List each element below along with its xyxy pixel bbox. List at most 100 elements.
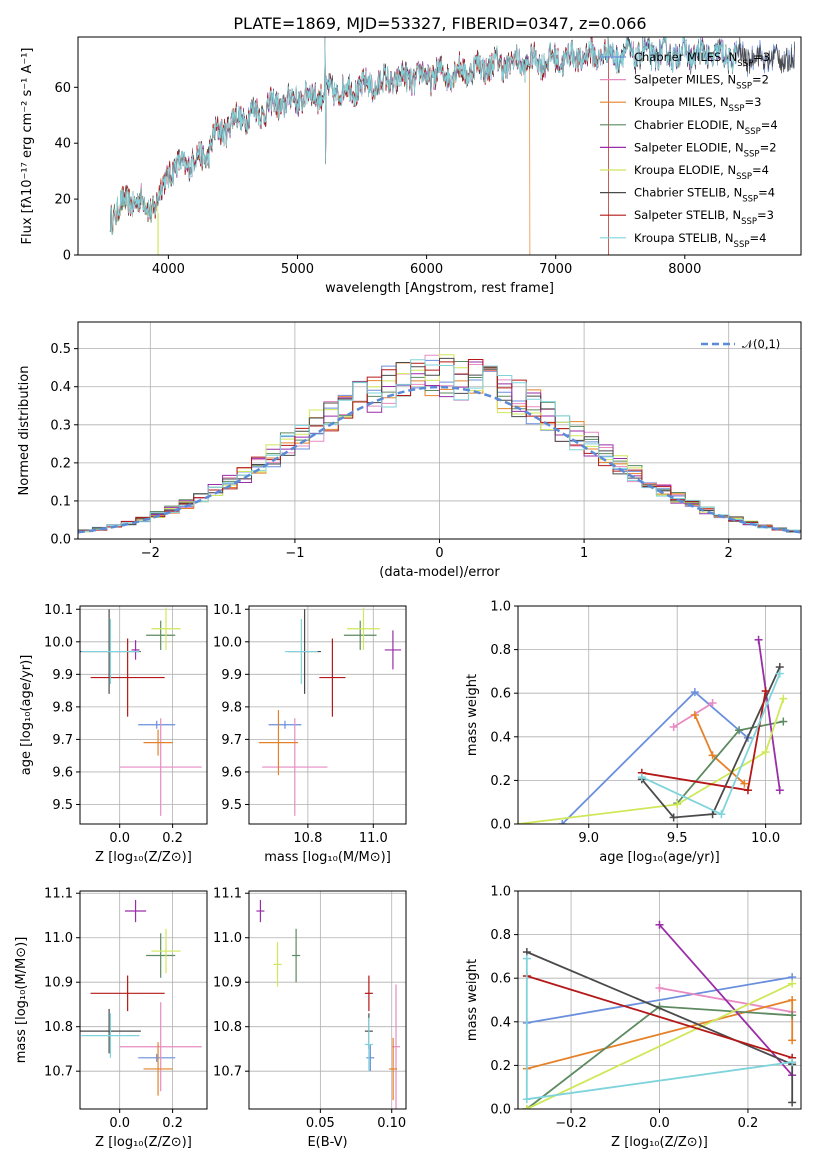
histogram-series bbox=[78, 359, 801, 535]
x-axis-label: Z [log₁₀(Z/Z⊙)] bbox=[95, 1135, 192, 1150]
weight_vs_Z-panel: −0.2 0.0 0.2 0.0 0.2 0.4 0.6 0.8 1.0 Z [log₁₀(Z/Z… bbox=[465, 885, 802, 1150]
spectrum-line bbox=[109, 37, 609, 255]
legend-subscript: SSP bbox=[736, 172, 752, 182]
x-tick-label: 0.0 bbox=[109, 831, 130, 846]
legend-label: Salpeter MILES, NSSP=2 bbox=[634, 73, 769, 92]
y-axis-label: mass [log₁₀(M/M⊙)] bbox=[14, 937, 29, 1064]
weight-lines bbox=[522, 920, 797, 1109]
y-tick-label: 0.1 bbox=[50, 494, 71, 509]
x-axis-label: age [log₁₀(age/yr)] bbox=[599, 850, 720, 865]
x-axis-label: wavelength [Angstrom, rest frame] bbox=[325, 281, 554, 296]
y-axis-label: mass weight bbox=[465, 674, 480, 756]
y-tick-label: 0.5 bbox=[50, 342, 71, 357]
y-tick-label: 0.2 bbox=[50, 456, 71, 471]
y-tick-label: 9.5 bbox=[221, 798, 242, 813]
x-tick-label: 8000 bbox=[668, 262, 701, 277]
legend-text: =4 bbox=[752, 163, 769, 177]
y-tick-label: 0.6 bbox=[490, 687, 511, 702]
legend-subscript: SSP bbox=[741, 217, 757, 227]
legend-text: =3 bbox=[757, 208, 774, 222]
y-tick-label: 0.0 bbox=[490, 818, 511, 833]
y-tick-label: 0.2 bbox=[490, 1059, 511, 1074]
legend-text: =3 bbox=[744, 95, 761, 109]
legend-text: Chabrier STELIB, N bbox=[634, 186, 742, 200]
x-tick-label: 0.0 bbox=[649, 1116, 670, 1131]
axes-frame bbox=[77, 321, 802, 540]
x-tick-label: 0.10 bbox=[377, 1116, 406, 1131]
y-tick-label: 10.1 bbox=[44, 603, 73, 618]
x-tick-label: 11.0 bbox=[359, 831, 388, 846]
x-tick-label: 1 bbox=[580, 546, 588, 561]
x-tick-label: 0.2 bbox=[162, 831, 183, 846]
x-tick-label: 10.0 bbox=[751, 831, 780, 846]
y-tick-label: 0.0 bbox=[490, 1103, 511, 1118]
y-tick-label: 10.0 bbox=[44, 635, 73, 650]
x-tick-label: 4000 bbox=[152, 262, 185, 277]
legend-text: Chabrier ELODIE, N bbox=[634, 118, 745, 132]
weight-series-line bbox=[526, 976, 793, 1024]
histogram-steps bbox=[78, 354, 801, 535]
y-tick-label: 0.8 bbox=[490, 643, 511, 658]
y-tick-label: 0.4 bbox=[50, 380, 71, 395]
y-axis-label: Normed distribution bbox=[17, 366, 32, 496]
x-tick-label: 9.0 bbox=[578, 831, 599, 846]
y-tick-label: 10.7 bbox=[213, 1065, 242, 1080]
weight-series-line bbox=[757, 639, 781, 791]
axes-frame bbox=[79, 890, 208, 1110]
y-tick-label: 1.0 bbox=[490, 885, 511, 900]
weight-lines bbox=[518, 635, 788, 824]
y-tick-label: 9.9 bbox=[221, 668, 242, 683]
y-tick-label: 11.0 bbox=[213, 931, 242, 946]
legend-label: 𝒩(0,1) bbox=[742, 337, 780, 351]
x-tick-label: 0.0 bbox=[109, 1116, 130, 1131]
y-tick-label: 40 bbox=[54, 137, 71, 152]
gaussian-reference-curve bbox=[78, 385, 801, 534]
legend-text: Salpeter MILES, N bbox=[634, 73, 736, 87]
figure-title: PLATE=1869, MJD=53327, FIBERID=0347, z=0… bbox=[233, 14, 646, 33]
legend-text: Salpeter ELODIE, N bbox=[634, 140, 744, 154]
x-tick-label: 2 bbox=[725, 546, 733, 561]
weight-series-line bbox=[658, 924, 793, 1076]
legend-text: =3 bbox=[753, 50, 770, 64]
x-axis-label: mass [log₁₀(M/M⊙)] bbox=[264, 850, 391, 865]
y-tick-label: 9.5 bbox=[52, 798, 73, 813]
legend-text: Kroupa MILES, N bbox=[634, 95, 729, 109]
legend-subscript: SSP bbox=[742, 195, 758, 205]
legend-subscript: SSP bbox=[729, 104, 745, 114]
y-tick-label: 0.4 bbox=[490, 730, 511, 745]
legend-label: Chabrier MILES, NSSP=3 bbox=[634, 50, 770, 69]
spectrum-line bbox=[109, 37, 737, 235]
y-tick-label: 9.7 bbox=[221, 733, 242, 748]
x-tick-label: 0.2 bbox=[738, 1116, 759, 1131]
y-tick-label: 11.1 bbox=[44, 887, 73, 902]
mass_vs_Z-panel: 0.0 0.2 10.7 10.8 10.9 11.0 11.1 Z [log₁₀(Z/Z⊙)… bbox=[14, 887, 208, 1150]
axes-frame bbox=[77, 36, 802, 256]
x-tick-label: 6000 bbox=[410, 262, 443, 277]
x-tick-label: 9.5 bbox=[667, 831, 688, 846]
y-tick-label: 11.1 bbox=[213, 887, 242, 902]
y-tick-label: 9.6 bbox=[221, 765, 242, 780]
y-tick-label: 0.8 bbox=[490, 928, 511, 943]
axes-frame bbox=[517, 605, 802, 825]
axes-frame bbox=[248, 605, 407, 825]
legend-label: Kroupa MILES, NSSP=3 bbox=[634, 95, 761, 114]
legend-label: Chabrier STELIB, NSSP=4 bbox=[634, 186, 775, 205]
legend-text: =2 bbox=[752, 73, 769, 87]
x-tick-label: 7000 bbox=[539, 262, 572, 277]
axes-frame bbox=[517, 890, 802, 1110]
y-axis-label: age [log₁₀(age/yr)] bbox=[19, 655, 34, 776]
x-tick-label: 0 bbox=[435, 546, 443, 561]
errorbar-points bbox=[80, 899, 202, 1096]
x-tick-label: −1 bbox=[285, 546, 304, 561]
y-tick-label: 0.0 bbox=[50, 533, 71, 548]
x-axis-label: Z [log₁₀(Z/Z⊙)] bbox=[611, 1135, 708, 1150]
errorbar-points bbox=[258, 607, 402, 816]
legend-text: Salpeter STELIB, N bbox=[634, 208, 741, 222]
legend-subscript: SSP bbox=[744, 149, 760, 159]
age_vs_mass-panel: 10.8 11.0 9.5 9.6 9.7 9.8 9.9 10.0 10.1 mass [log… bbox=[213, 603, 407, 865]
x-tick-label: 5000 bbox=[281, 262, 314, 277]
weight-series-line bbox=[518, 698, 785, 824]
